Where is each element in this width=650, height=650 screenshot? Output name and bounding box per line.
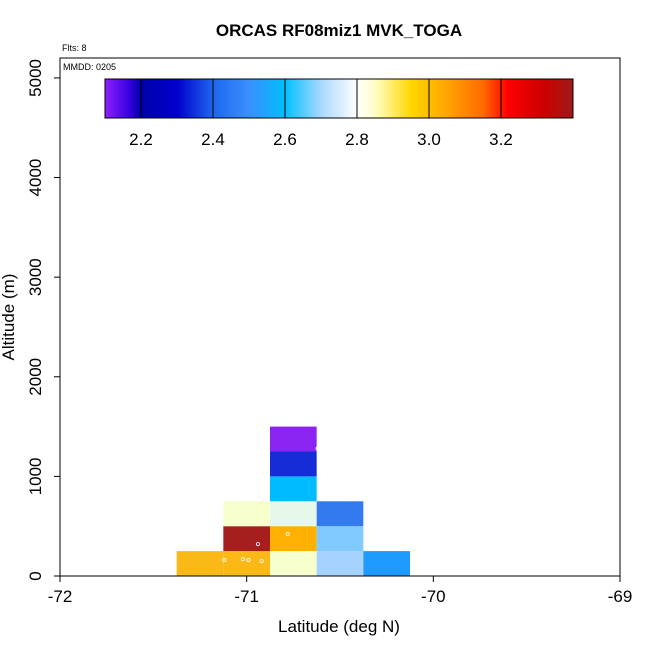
- sample-point: [315, 446, 320, 451]
- heatmap-cell: [223, 501, 270, 527]
- colorbar-tick-label: 2.4: [201, 130, 225, 149]
- y-tick-label: 2000: [26, 358, 45, 396]
- x-tick-label: -72: [48, 587, 73, 606]
- heatmap-cells: [176, 426, 410, 576]
- sample-point: [240, 557, 245, 562]
- x-tick-label: -70: [421, 587, 446, 606]
- sample-point: [259, 559, 264, 564]
- y-tick-label: 0: [26, 571, 45, 580]
- sample-point: [222, 558, 227, 563]
- x-axis-label: Latitude (deg N): [278, 617, 400, 636]
- heatmap-cell: [223, 526, 270, 552]
- heatmap-cell: [223, 551, 270, 576]
- colorbar-tick-label: 2.6: [273, 130, 297, 149]
- sample-points: [222, 446, 425, 564]
- colorbar: 2.2 2.4 2.6 2.8 3.0 3.2: [104, 78, 574, 149]
- chart-title: ORCAS RF08miz1 MVK_TOGA: [216, 21, 462, 40]
- heatmap-cell: [270, 501, 317, 527]
- colorbar-tick-label: 3.2: [489, 130, 513, 149]
- y-tick-label: 4000: [26, 159, 45, 197]
- colorbar-tick-label: 2.8: [345, 130, 369, 149]
- colorbar-gradient: [104, 78, 574, 119]
- sample-point: [246, 558, 251, 563]
- y-tick-label: 1000: [26, 457, 45, 495]
- heatmap-cell: [270, 426, 317, 452]
- heatmap-cell: [270, 451, 317, 477]
- heatmap-cell: [270, 551, 317, 576]
- colorbar-tick-label: 2.2: [129, 130, 153, 149]
- heatmap-cell: [316, 501, 364, 527]
- heatmap-cell: [363, 551, 410, 576]
- heatmap-cell: [176, 551, 224, 576]
- y-tick-label: 5000: [26, 59, 45, 97]
- sample-point: [420, 558, 425, 563]
- x-tick-label: -71: [234, 587, 259, 606]
- axes: -72 -71 -70 -69 0 1000 2000 3000 4000 5000: [26, 59, 632, 606]
- mmdd-annotation: MMDD: 0205: [63, 62, 116, 72]
- y-axis-label: Altitude (m): [0, 274, 18, 361]
- heatmap-cell: [316, 526, 364, 552]
- heatmap-cell: [270, 526, 317, 552]
- heatmap-cell: [316, 551, 364, 576]
- plot-frame: [59, 57, 621, 577]
- y-tick-label: 3000: [26, 258, 45, 296]
- colorbar-tick-label: 3.0: [417, 130, 441, 149]
- sample-point: [285, 532, 290, 537]
- flights-annotation: Flts: 8: [62, 43, 87, 53]
- sample-point: [255, 542, 260, 547]
- x-tick-label: -69: [608, 587, 633, 606]
- heatmap-cell: [270, 476, 317, 502]
